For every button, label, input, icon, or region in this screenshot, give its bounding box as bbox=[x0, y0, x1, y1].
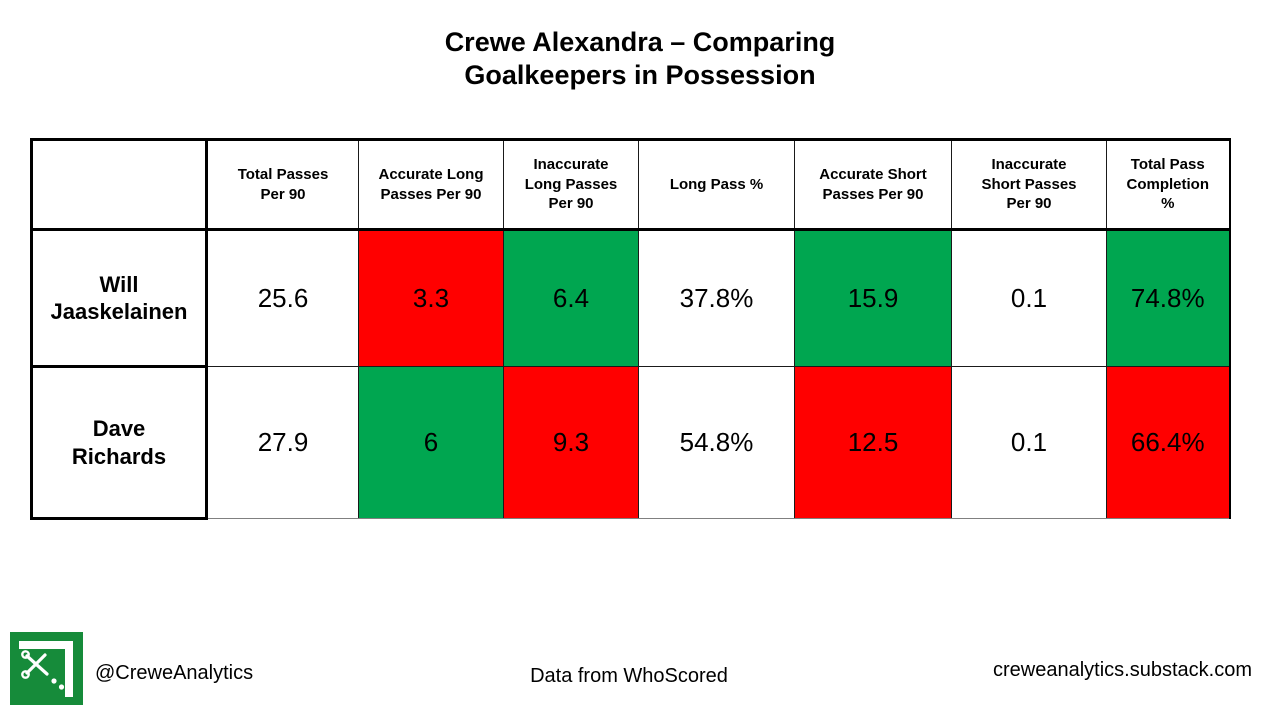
data-cell: 74.8% bbox=[1106, 229, 1231, 367]
corner-cell bbox=[30, 138, 208, 231]
column-header: Accurate Short Passes Per 90 bbox=[794, 138, 952, 231]
data-cell: 6 bbox=[358, 366, 504, 519]
website-url: creweanalytics.substack.com bbox=[993, 659, 1252, 681]
data-cell: 6.4 bbox=[503, 229, 639, 367]
cut-corner-icon bbox=[19, 641, 73, 697]
column-header: Long Pass % bbox=[638, 138, 795, 231]
data-cell: 12.5 bbox=[794, 366, 952, 519]
page-title-line2: Goalkeepers in Possession bbox=[464, 59, 816, 90]
data-cell: 0.1 bbox=[951, 229, 1107, 367]
row-name-cell: Dave Richards bbox=[30, 365, 208, 520]
row-name-cell: Will Jaaskelainen bbox=[30, 228, 208, 368]
column-header: Accurate Long Passes Per 90 bbox=[358, 138, 504, 231]
header-row: Total Passes Per 90 Accurate Long Passes … bbox=[30, 138, 1231, 231]
table-body: Will Jaaskelainen 25.6 3.3 6.4 37.8% 15.9 0.1 7… bbox=[30, 228, 1231, 520]
column-header: Total Pass Completion % bbox=[1106, 138, 1231, 231]
data-cell: 54.8% bbox=[638, 366, 795, 519]
data-source-note: Data from WhoScored bbox=[530, 665, 728, 687]
table-row: Dave Richards 27.9 6 9.3 54.8% 12.5 0.1 66.4% bbox=[30, 365, 1231, 520]
column-header: Inaccurate Long Passes Per 90 bbox=[503, 138, 639, 231]
crewe-analytics-logo bbox=[10, 632, 83, 705]
column-header: Inaccurate Short Passes Per 90 bbox=[951, 138, 1107, 231]
page-title-line1: Crewe Alexandra – Comparing bbox=[444, 27, 836, 57]
page-title: Crewe Alexandra – Comparing Goalkeepers … bbox=[0, 26, 1280, 92]
data-cell: 0.1 bbox=[951, 366, 1107, 519]
goalkeeper-comparison-table: Total Passes Per 90 Accurate Long Passes … bbox=[30, 138, 1231, 520]
data-cell: 9.3 bbox=[503, 366, 639, 519]
data-cell: 15.9 bbox=[794, 229, 952, 367]
dotted-cut-line bbox=[51, 678, 65, 690]
data-cell: 66.4% bbox=[1106, 366, 1231, 519]
table-row: Will Jaaskelainen 25.6 3.3 6.4 37.8% 15.9 0.1 7… bbox=[30, 228, 1231, 368]
data-cell: 3.3 bbox=[358, 229, 504, 367]
data-cell: 27.9 bbox=[206, 366, 359, 519]
column-header: Total Passes Per 90 bbox=[206, 138, 359, 231]
data-cell: 37.8% bbox=[638, 229, 795, 367]
scissors-icon bbox=[21, 650, 49, 679]
data-cell: 25.6 bbox=[206, 229, 359, 367]
twitter-handle: @CreweAnalytics bbox=[95, 662, 254, 684]
